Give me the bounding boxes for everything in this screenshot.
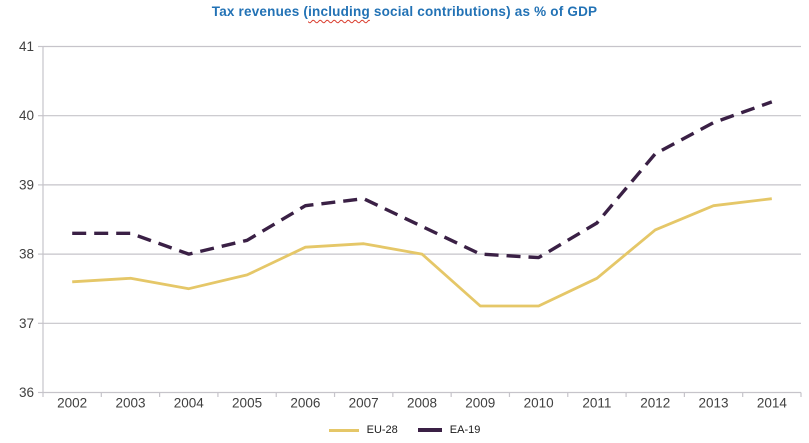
- y-axis-label-39: 39: [19, 177, 34, 192]
- x-axis-label-2006: 2006: [290, 396, 320, 411]
- x-axis-label-2010: 2010: [524, 396, 554, 411]
- x-axis-label-2002: 2002: [57, 396, 87, 411]
- y-axis-label-37: 37: [19, 316, 34, 331]
- legend-swatch-eu28: [328, 428, 359, 432]
- series-line-eu-28: [72, 197, 772, 308]
- x-axis-label-2013: 2013: [699, 396, 729, 411]
- x-axis-label-2012: 2012: [640, 396, 670, 411]
- chart-title: Tax revenues (including social contribut…: [0, 4, 809, 19]
- legend-label-ea19: EA-19: [449, 424, 481, 436]
- chart-legend: EU-28 EA-19: [0, 424, 809, 436]
- x-axis-label-2005: 2005: [232, 396, 262, 411]
- x-axis-label-2007: 2007: [349, 396, 379, 411]
- y-axis-label-38: 38: [19, 247, 34, 262]
- legend-label-eu28: EU-28: [366, 424, 398, 436]
- x-axis-label-2014: 2014: [757, 396, 788, 411]
- chart-title-pre: Tax revenues (: [211, 4, 309, 19]
- chart-title-spellchecked-word: including: [308, 4, 370, 19]
- y-axis-label-36: 36: [19, 385, 34, 400]
- y-axis-label-41: 41: [19, 39, 34, 54]
- legend-swatch-ea19: [417, 428, 442, 432]
- x-axis-label-2003: 2003: [115, 396, 145, 411]
- x-axis-label-2008: 2008: [407, 396, 437, 411]
- chart-title-post: social contributions) as % of GDP: [369, 4, 598, 19]
- y-axis-label-40: 40: [19, 108, 34, 123]
- series-line-ea-19: [72, 100, 773, 260]
- x-axis-label-2011: 2011: [582, 396, 611, 411]
- x-axis-label-2009: 2009: [465, 396, 495, 411]
- x-axis-label-2004: 2004: [174, 396, 205, 411]
